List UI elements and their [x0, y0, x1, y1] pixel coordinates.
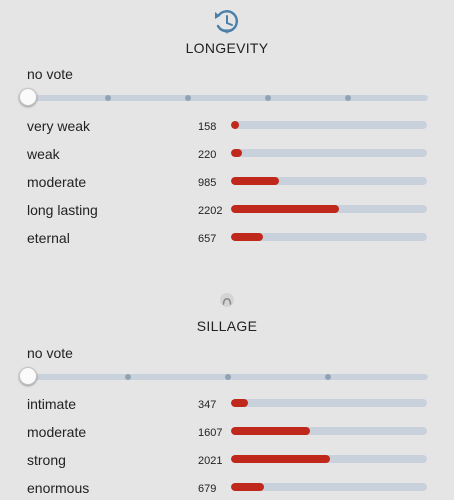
clock-refresh-icon — [212, 9, 242, 37]
vote-option-row: strong 2021 — [0, 450, 454, 478]
vote-count: 657 — [198, 233, 217, 245]
longevity-results: very weak 158 weak 220 moderate 985 long lasti… — [0, 116, 454, 256]
vote-bar — [231, 483, 427, 491]
option-label: eternal — [27, 230, 70, 246]
option-label: weak — [27, 146, 60, 162]
sillage-section: SILLAGE no vote intimate 347 moderate 1607 s… — [0, 286, 454, 500]
vote-option-row: intimate 347 — [0, 394, 454, 422]
sillage-title: SILLAGE — [196, 318, 258, 334]
longevity-section: LONGEVITY no vote very weak 158 weak 220 mod… — [0, 9, 454, 256]
slider-tick[interactable] — [225, 374, 231, 380]
longevity-title: LONGEVITY — [185, 40, 269, 56]
vote-bar — [231, 205, 427, 213]
sillage-vote-slider[interactable] — [19, 367, 428, 387]
vote-bar-fill — [231, 205, 339, 213]
vote-option-row: very weak 158 — [0, 116, 454, 144]
vote-option-row: weak 220 — [0, 144, 454, 172]
vote-count: 1607 — [198, 427, 223, 439]
vote-option-row: moderate 1607 — [0, 422, 454, 450]
slider-tick[interactable] — [105, 95, 111, 101]
option-label: long lasting — [27, 202, 98, 218]
vote-option-row: moderate 985 — [0, 172, 454, 200]
slider-track[interactable] — [27, 95, 428, 101]
sillage-results: intimate 347 moderate 1607 strong 2021 enormou… — [0, 394, 454, 500]
option-label: very weak — [27, 118, 91, 134]
vote-bar-fill — [231, 177, 279, 185]
slider-tick[interactable] — [325, 374, 331, 380]
vote-count: 2202 — [198, 205, 223, 217]
vote-bar-fill — [231, 483, 264, 491]
option-label: moderate — [27, 174, 87, 190]
slider-tick[interactable] — [265, 95, 271, 101]
vote-count: 679 — [198, 483, 217, 495]
vote-option-row: eternal 657 — [0, 228, 454, 256]
vote-bar — [231, 149, 427, 157]
vote-bar-fill — [231, 427, 310, 435]
slider-tick[interactable] — [125, 374, 131, 380]
vote-option-row: long lasting 2202 — [0, 200, 454, 228]
slider-thumb[interactable] — [19, 88, 37, 106]
vote-count: 347 — [198, 399, 217, 411]
option-label: moderate — [27, 424, 87, 440]
vote-bar — [231, 233, 427, 241]
slider-tick[interactable] — [345, 95, 351, 101]
vote-bar-fill — [231, 233, 263, 241]
vote-count: 2021 — [198, 455, 223, 467]
vote-count: 220 — [198, 149, 217, 161]
vote-count: 985 — [198, 177, 217, 189]
vote-bar — [231, 177, 427, 185]
vote-bar-fill — [231, 455, 330, 463]
slider-thumb[interactable] — [19, 367, 37, 385]
vote-bar — [231, 427, 427, 435]
longevity-vote-status: no vote — [27, 66, 73, 82]
vote-option-row: enormous 679 — [0, 478, 454, 500]
longevity-vote-slider[interactable] — [19, 88, 428, 108]
sillage-vote-status: no vote — [27, 345, 73, 361]
option-label: intimate — [27, 396, 77, 412]
vote-bar — [231, 121, 427, 129]
vote-count: 158 — [198, 121, 217, 133]
sillage-icon — [219, 292, 235, 308]
vote-bar — [231, 399, 427, 407]
vote-bar — [231, 455, 427, 463]
slider-tick[interactable] — [185, 95, 191, 101]
vote-bar-fill — [231, 149, 242, 157]
option-label: strong — [27, 452, 66, 468]
vote-bar-fill — [231, 399, 248, 407]
vote-bar-fill — [231, 121, 239, 129]
option-label: enormous — [27, 480, 90, 496]
